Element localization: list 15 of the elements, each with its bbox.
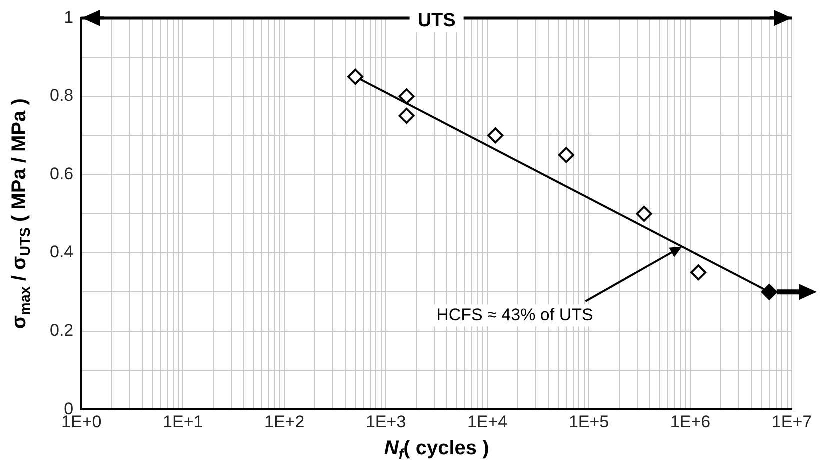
annotation: HCFS ≈ 43% of UTS [436,305,594,324]
ref-line-label: UTS [418,10,456,32]
y-tick-label: 0.4 [50,242,74,262]
y-tick-label: 1 [64,8,74,27]
y-tick-label: 0.8 [50,86,74,106]
y-axis-title: σmax / σUTS ( MPa / MPa ) [8,98,34,330]
x-tick-label: 1E+3 [366,412,406,432]
y-tick-label: 0.6 [50,164,74,184]
y-tick-label: 0.2 [50,321,74,340]
x-tick-label: 1E+4 [467,412,508,432]
x-tick-label: 1E+5 [568,412,610,432]
x-tick-label: 1E+6 [670,412,711,432]
x-tick-label: 1E+7 [772,412,812,432]
x-tick-label: 1E+1 [163,412,204,432]
x-tick-label: 1E+2 [264,412,305,432]
